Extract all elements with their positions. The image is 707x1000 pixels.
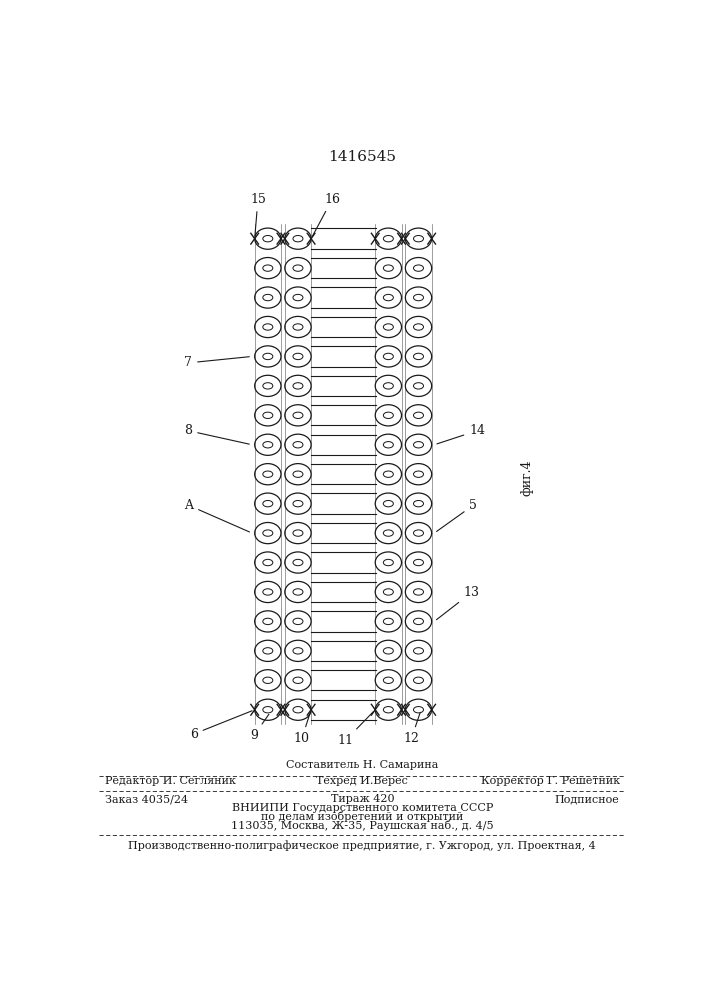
Text: Корректор Г. Решетник: Корректор Г. Решетник — [481, 776, 620, 786]
Text: 8: 8 — [185, 424, 250, 444]
Text: 113035, Москва, Ж-35, Раушская наб., д. 4/5: 113035, Москва, Ж-35, Раушская наб., д. … — [231, 820, 493, 831]
Text: 15: 15 — [250, 193, 266, 236]
Text: 6: 6 — [189, 711, 252, 741]
Text: 12: 12 — [404, 712, 420, 745]
Text: 9: 9 — [250, 714, 269, 742]
Text: Производственно-полиграфическое предприятие, г. Ужгород, ул. Проектная, 4: Производственно-полиграфическое предприя… — [129, 840, 596, 851]
Text: Редактор И. Сегляник: Редактор И. Сегляник — [105, 776, 235, 786]
Text: 11: 11 — [338, 712, 373, 747]
Text: 14: 14 — [437, 424, 485, 444]
Text: 10: 10 — [294, 712, 310, 745]
Text: Техред И.Верес: Техред И.Верес — [317, 776, 408, 786]
Text: Заказ 4035/24: Заказ 4035/24 — [105, 794, 188, 804]
Text: 5: 5 — [436, 499, 477, 531]
Text: 13: 13 — [436, 586, 480, 620]
Text: 7: 7 — [185, 356, 250, 369]
Text: фиг.4: фиг.4 — [520, 460, 533, 496]
Text: 1416545: 1416545 — [328, 150, 397, 164]
Text: A: A — [185, 499, 250, 532]
Text: Подписное: Подписное — [554, 794, 619, 804]
Text: ВНИИПИ Государственного комитета СССР: ВНИИПИ Государственного комитета СССР — [232, 803, 493, 813]
Text: Составитель Н. Самарина: Составитель Н. Самарина — [286, 760, 438, 770]
Text: Тираж 420: Тираж 420 — [331, 794, 394, 804]
Text: по делам изобретений и открытий: по делам изобретений и открытий — [261, 811, 464, 822]
Text: 16: 16 — [312, 193, 340, 236]
